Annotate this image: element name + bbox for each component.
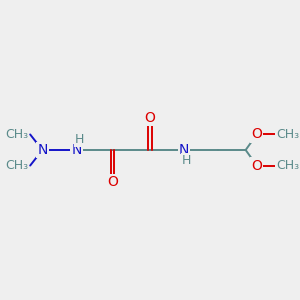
Text: CH₃: CH₃ [5, 159, 28, 172]
Text: CH₃: CH₃ [5, 128, 28, 141]
Text: CH₃: CH₃ [276, 128, 299, 141]
Text: N: N [37, 143, 48, 157]
Text: O: O [251, 128, 262, 142]
Text: O: O [251, 158, 262, 172]
Text: O: O [107, 175, 118, 189]
Text: CH₃: CH₃ [276, 159, 299, 172]
Text: N: N [71, 143, 82, 157]
Text: H: H [182, 154, 192, 167]
Text: O: O [145, 111, 155, 125]
Text: N: N [179, 143, 189, 157]
Text: H: H [75, 133, 84, 146]
